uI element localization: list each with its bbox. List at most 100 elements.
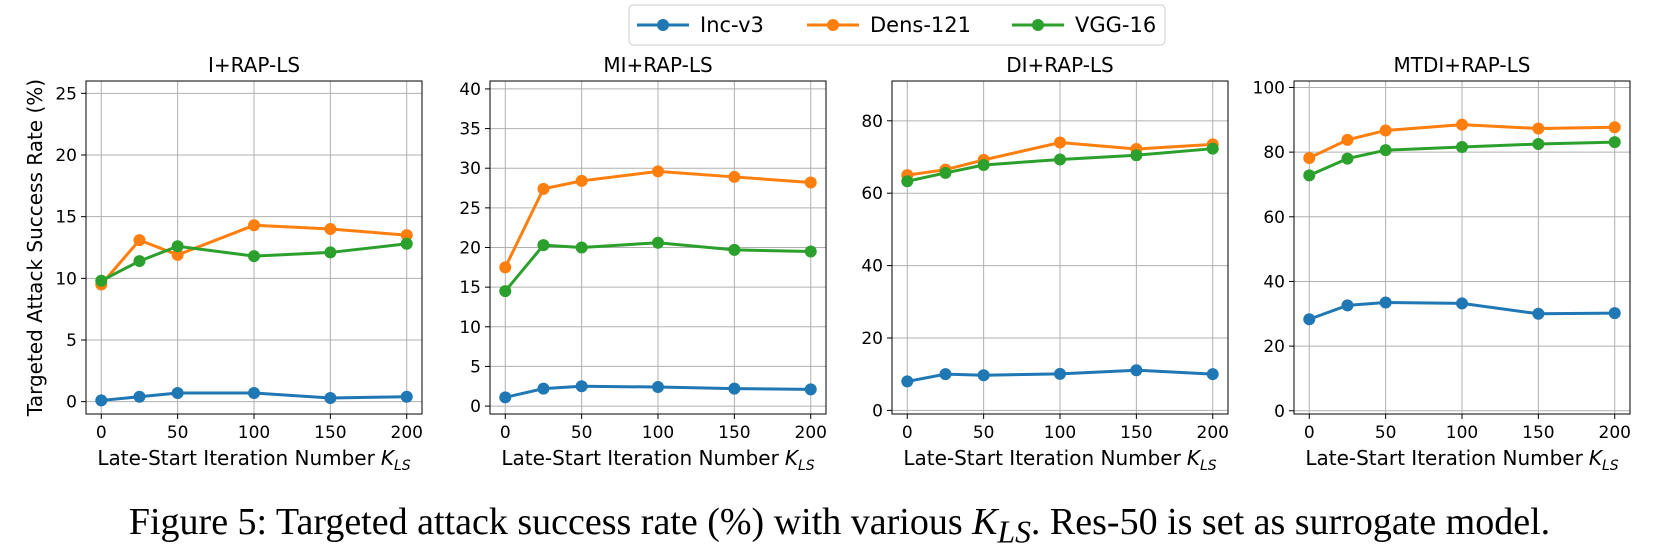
point <box>400 237 413 250</box>
x-tick-label: 200 <box>1599 423 1631 443</box>
y-tick-label: 20 <box>459 239 481 259</box>
point <box>1341 299 1354 312</box>
series-line <box>100 242 407 283</box>
point <box>575 241 588 254</box>
legend-label: Inc-v3 <box>700 13 764 37</box>
x-axis-label-text: Late-Start Iteration Number <box>1305 446 1583 470</box>
legend-marker <box>657 19 669 31</box>
x-tick-label: 50 <box>167 423 189 443</box>
series-line <box>504 384 811 399</box>
point <box>652 236 664 249</box>
y-tick-label: 20 <box>861 329 883 349</box>
y-tick-label: 5 <box>470 357 481 377</box>
point <box>1379 296 1392 309</box>
point <box>95 274 108 287</box>
caption-text: Figure 5: Targeted attack success rate (… <box>128 501 973 543</box>
series-line <box>1308 300 1615 321</box>
x-axis-label-sub: LS <box>1602 458 1619 474</box>
y-tick-label: 15 <box>459 278 481 298</box>
point <box>248 250 260 263</box>
x-axis-label: Late-Start Iteration Number KLS <box>97 446 410 474</box>
point <box>324 246 337 259</box>
point <box>901 175 914 188</box>
x-tick-label: 200 <box>391 423 423 443</box>
x-tick-label: 100 <box>1446 423 1478 443</box>
y-tick-label: 10 <box>459 318 481 338</box>
point <box>804 176 817 189</box>
x-axis-label-var: K <box>1589 446 1604 470</box>
x-axis-label-sub: LS <box>798 458 815 474</box>
x-tick-label: 0 <box>500 423 511 443</box>
point <box>1532 122 1545 135</box>
point <box>1130 364 1143 377</box>
x-tick-label: 150 <box>1120 423 1152 443</box>
point <box>728 170 741 183</box>
point <box>1206 142 1219 155</box>
y-tick-label: 15 <box>55 208 77 228</box>
point <box>575 174 588 187</box>
series-line <box>906 368 1213 383</box>
x-axis-label-text: Late-Start Iteration Number <box>97 446 375 470</box>
point <box>804 245 817 258</box>
series-line <box>907 141 1213 177</box>
series-line <box>100 223 407 286</box>
legend-box <box>628 4 1166 46</box>
x-axis-label-text: Late-Start Iteration Number <box>501 446 779 470</box>
point <box>1532 138 1545 151</box>
point <box>1379 124 1392 137</box>
x-axis-label-var: K <box>1187 446 1202 470</box>
point <box>1341 133 1354 146</box>
legend-marker <box>1032 19 1044 31</box>
point <box>537 182 550 195</box>
point <box>537 239 550 252</box>
chart-title: DI+RAP-LS <box>1006 53 1114 77</box>
x-axis-label: Late-Start Iteration Number KLS <box>501 446 814 474</box>
plot-frame <box>85 80 423 415</box>
point <box>575 380 588 393</box>
point <box>1303 313 1316 326</box>
x-axis-label: Late-Start Iteration Number KLS <box>1305 446 1618 474</box>
series-line <box>906 147 1213 183</box>
x-tick-label: 100 <box>642 423 674 443</box>
y-tick-label: 35 <box>459 120 481 140</box>
y-tick-label: 10 <box>55 269 77 289</box>
x-tick-label: 0 <box>902 423 913 443</box>
plot-frame <box>1293 80 1631 415</box>
x-tick-label: 200 <box>1197 423 1229 443</box>
x-tick-label: 0 <box>1304 423 1315 443</box>
point <box>939 166 952 179</box>
x-tick-label: 0 <box>96 423 107 443</box>
point <box>728 382 741 395</box>
series-line <box>1308 123 1615 160</box>
chart-title: MI+RAP-LS <box>603 53 712 77</box>
chart-title: MTDI+RAP-LS <box>1394 53 1531 77</box>
series-line <box>101 391 407 402</box>
point <box>977 369 990 382</box>
point <box>171 387 184 400</box>
x-tick-label: 50 <box>973 423 995 443</box>
chart-title: I+RAP-LS <box>208 53 300 77</box>
point <box>400 229 413 242</box>
point <box>1532 307 1545 320</box>
legend-marker <box>827 19 839 31</box>
point <box>1608 121 1621 134</box>
y-tick-label: 0 <box>470 397 481 417</box>
x-tick-label: 100 <box>238 423 270 443</box>
x-tick-label: 50 <box>571 423 593 443</box>
point <box>171 240 184 253</box>
point <box>248 387 260 400</box>
y-tick-label: 40 <box>1263 272 1285 292</box>
x-axis-label-var: K <box>381 446 396 470</box>
x-axis-label: Late-Start Iteration Number KLS <box>903 446 1216 474</box>
point <box>977 158 990 171</box>
y-tick-label: 60 <box>1263 208 1285 228</box>
point <box>324 391 337 404</box>
y-tick-label: 0 <box>1274 402 1285 422</box>
x-axis-label-sub: LS <box>394 458 411 474</box>
caption-sub: LS <box>997 514 1031 550</box>
point <box>171 248 184 261</box>
x-axis-label-text: Late-Start Iteration Number <box>903 446 1181 470</box>
y-tick-label: 0 <box>872 401 883 421</box>
point <box>95 394 108 407</box>
point <box>499 285 512 298</box>
